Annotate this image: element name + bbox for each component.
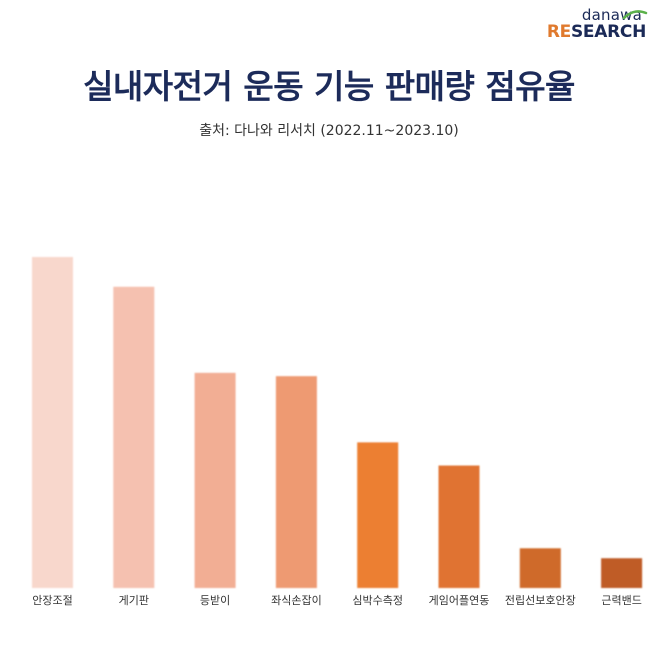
- bar-7: [519, 548, 561, 588]
- bar-3: [194, 372, 236, 588]
- bar-5: [357, 442, 399, 588]
- category-label-7: 전립선보호안장: [505, 594, 576, 607]
- bar-8: [601, 558, 643, 588]
- category-label-5: 심박수측정: [352, 594, 403, 607]
- bar-4: [275, 376, 317, 588]
- category-label-6: 게임어플연동: [429, 594, 490, 607]
- bar-2: [113, 286, 155, 588]
- category-label-3: 등받이: [200, 594, 230, 607]
- logo-danawa-text: danawa: [581, 6, 642, 24]
- bar-6: [438, 465, 480, 588]
- category-label-1: 안장조절: [32, 594, 72, 607]
- logo-swoosh-icon: [622, 10, 648, 20]
- danawa-research-logo: danawa RESEARCH: [546, 6, 648, 42]
- category-label-8: 근력밴드: [601, 594, 641, 607]
- chart-source: 출처: 다나와 리서치 (2022.11~2023.10): [199, 123, 459, 139]
- bar-1: [32, 257, 73, 588]
- category-label-4: 좌식손잡이: [271, 594, 322, 607]
- logo-research-text: RESEARCH: [546, 22, 646, 42]
- category-label-2: 게기판: [119, 594, 149, 607]
- chart-title: 실내자전거 운동 기능 판매량 점유율: [83, 67, 575, 106]
